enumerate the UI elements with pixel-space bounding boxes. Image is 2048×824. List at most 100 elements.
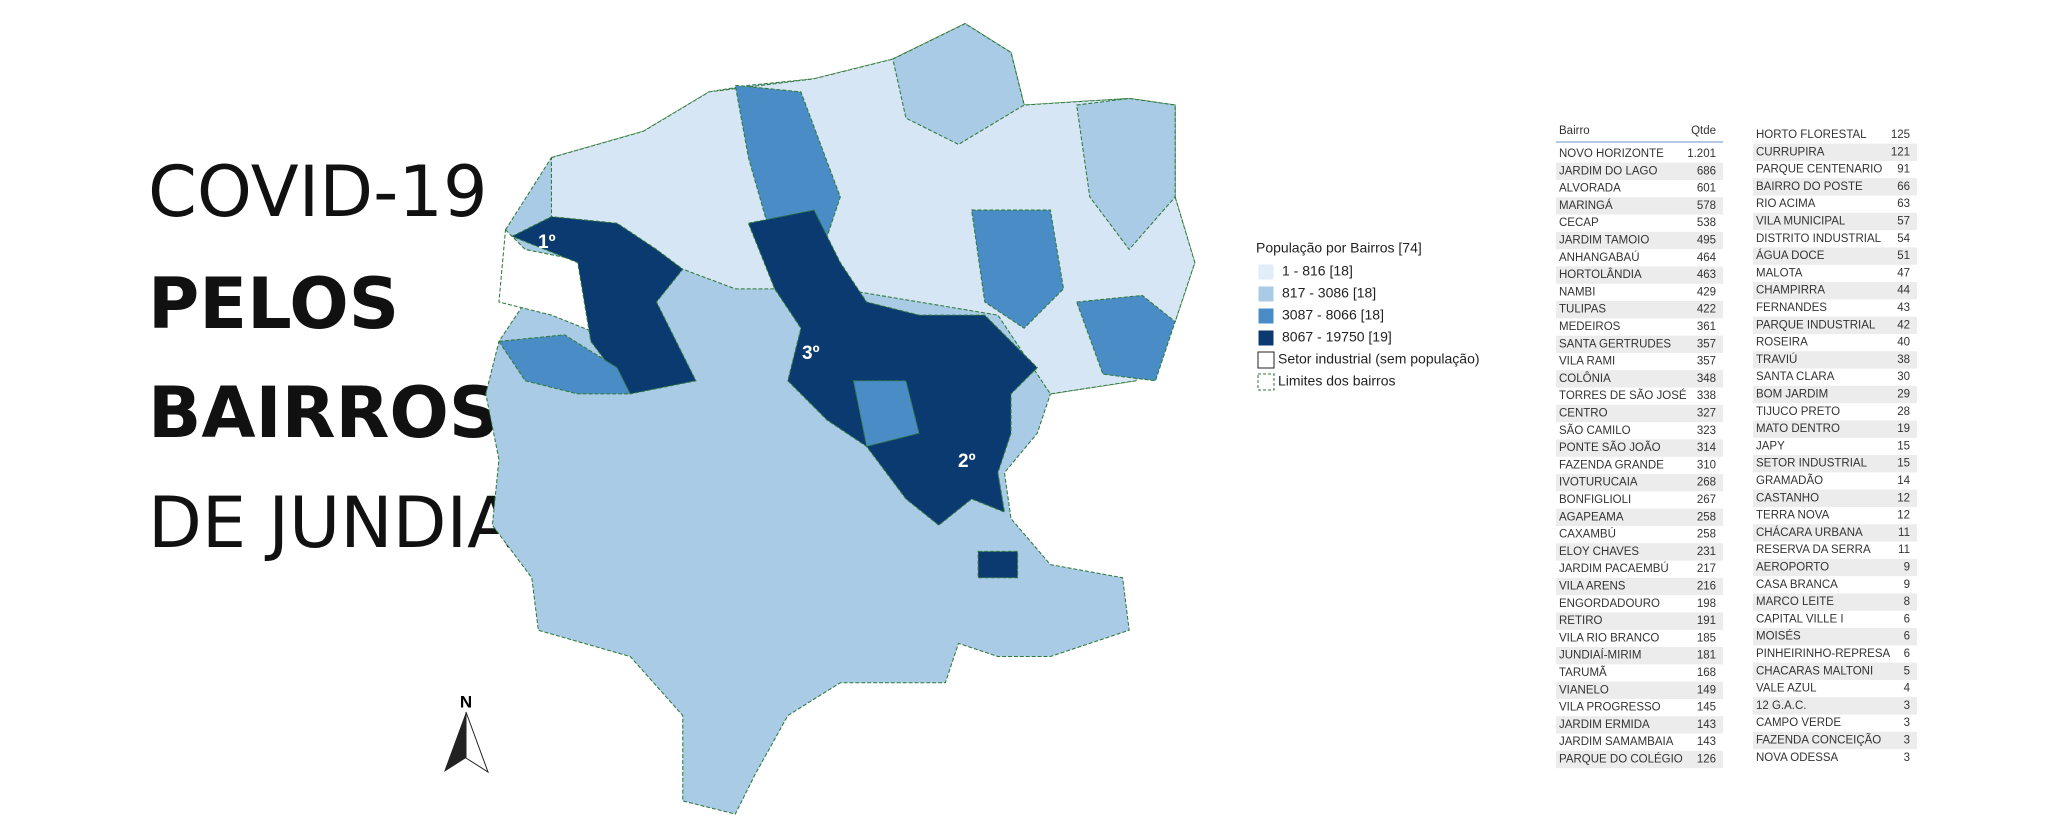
legend-swatch: [1257, 329, 1275, 347]
north-label: N: [460, 692, 472, 711]
cell-value: 357: [1697, 338, 1716, 350]
cell-name: CENTRO: [1559, 408, 1608, 420]
cell-value: 6: [1904, 631, 1910, 643]
region: [1075, 294, 1176, 382]
row-stripe: [1753, 593, 1917, 611]
legend-swatch: [1257, 351, 1275, 369]
row-stripe: [1753, 143, 1917, 161]
cell-name: SETOR INDUSTRIAL: [1756, 458, 1868, 470]
cell-value: 143: [1697, 719, 1716, 731]
region: [892, 23, 1025, 146]
cell-value: 4: [1904, 683, 1911, 695]
map: [485, 23, 1196, 815]
row-stripe: [1556, 335, 1723, 353]
region: [498, 334, 632, 395]
cell-value: 30: [1897, 371, 1910, 383]
cell-value: 15: [1897, 458, 1910, 470]
cell-value: 51: [1897, 250, 1910, 262]
cell-name: CASA BRANCA: [1756, 579, 1838, 591]
cell-name: FAZENDA GRANDE: [1559, 459, 1664, 471]
legend-label: Setor industrial (sem população): [1278, 351, 1480, 367]
cell-value: 14: [1897, 475, 1910, 487]
cell-value: 686: [1697, 165, 1716, 177]
row-stripe: [1753, 489, 1917, 507]
cell-value: 429: [1697, 286, 1716, 298]
region: [852, 380, 920, 448]
cell-value: 3: [1904, 717, 1910, 729]
row-stripe: [1556, 716, 1723, 734]
cell-name: CHAMPIRRA: [1756, 285, 1825, 297]
cell-value: 11: [1898, 527, 1910, 539]
cell-value: 310: [1697, 459, 1716, 471]
cell-name: BONFIGLIOLI: [1559, 494, 1631, 506]
cell-value: 268: [1697, 477, 1716, 489]
cell-name: VILA RAMI: [1559, 356, 1615, 368]
row-stripe: [1556, 577, 1723, 596]
cell-value: 538: [1697, 217, 1716, 229]
legend-label: 8067 - 19750 [19]: [1282, 329, 1392, 345]
region: [971, 209, 1065, 329]
row-stripe: [1753, 178, 1917, 196]
legend-label: Limites dos bairros: [1278, 373, 1396, 389]
cell-name: CAMPO VERDE: [1756, 717, 1841, 729]
cell-name: CHACARAS MALTONI: [1756, 665, 1873, 677]
cell-value: 231: [1697, 546, 1716, 558]
legend-label: 817 - 3086 [18]: [1282, 285, 1376, 301]
cell-name: NOVA ODESSA: [1756, 752, 1839, 764]
row-stripe: [1753, 558, 1917, 577]
legend-title: População por Bairros [74]: [1256, 240, 1422, 256]
cell-name: PARQUE CENTENARIO: [1756, 164, 1882, 176]
cell-value: 185: [1697, 632, 1716, 644]
cell-value: 66: [1897, 181, 1910, 193]
cell-value: 314: [1697, 442, 1717, 454]
cell-name: VILA MUNICIPAL: [1756, 216, 1846, 228]
cell-value: 495: [1697, 235, 1716, 247]
cell-value: 1.201: [1687, 148, 1716, 160]
cell-name: JARDIM DO LAGO: [1559, 165, 1657, 177]
cell-value: 464: [1697, 252, 1717, 264]
cell-name: FAZENDA CONCEIÇÃO: [1756, 734, 1881, 747]
cell-name: HORTOLÂNDIA: [1559, 268, 1642, 281]
cell-value: 15: [1897, 440, 1910, 452]
title-line: COVID-19: [148, 151, 488, 233]
cell-value: 38: [1897, 354, 1910, 366]
cell-name: ANHANGABAÚ: [1559, 251, 1640, 264]
cell-name: NAMBI: [1559, 286, 1595, 298]
cell-name: GRAMADÃO: [1756, 474, 1823, 487]
cell-value: 121: [1891, 146, 1910, 158]
row-stripe: [1753, 697, 1917, 715]
cell-name: ELOY CHAVES: [1559, 546, 1639, 558]
cell-value: 8: [1904, 596, 1910, 608]
cell-value: 216: [1697, 581, 1716, 593]
legend: População por Bairros [74] 1 - 816 [18] 8…: [1256, 240, 1480, 391]
cell-name: TULIPAS: [1559, 304, 1606, 316]
row-stripe: [1556, 508, 1723, 526]
cell-value: 422: [1697, 304, 1716, 316]
cell-value: 463: [1697, 269, 1716, 281]
cell-name: PINHEIRINHO-REPRESA: [1756, 648, 1891, 660]
cell-name: CURRUPIRA: [1756, 146, 1825, 158]
cell-name: SANTA CLARA: [1756, 371, 1835, 383]
cell-value: 258: [1697, 511, 1716, 523]
cell-name: AGAPEAMA: [1559, 511, 1624, 523]
row-stripe: [1753, 282, 1917, 300]
cell-name: DISTRITO INDUSTRIAL: [1756, 233, 1882, 245]
cell-name: TORRES DE SÃO JOSÉ: [1559, 389, 1687, 402]
cell-value: 40: [1897, 337, 1910, 349]
cell-value: 6: [1904, 648, 1910, 660]
title-line: BAIRROS: [148, 372, 499, 454]
cell-name: CHÁCARA URBANA: [1756, 526, 1863, 539]
cell-value: 91: [1897, 164, 1910, 176]
legend-swatch: [1257, 307, 1275, 325]
north-arrow: [444, 712, 466, 772]
row-stripe: [1556, 647, 1723, 665]
row-stripe: [1556, 439, 1723, 457]
legend-label: 3087 - 8066 [18]: [1282, 307, 1384, 323]
cell-value: 601: [1697, 183, 1716, 195]
row-stripe: [1556, 197, 1723, 215]
region: [510, 216, 697, 395]
cell-name: MARINGÁ: [1559, 199, 1613, 212]
cell-name: JARDIM SAMAMBAIA: [1559, 736, 1674, 748]
row-stripe: [1753, 247, 1917, 265]
